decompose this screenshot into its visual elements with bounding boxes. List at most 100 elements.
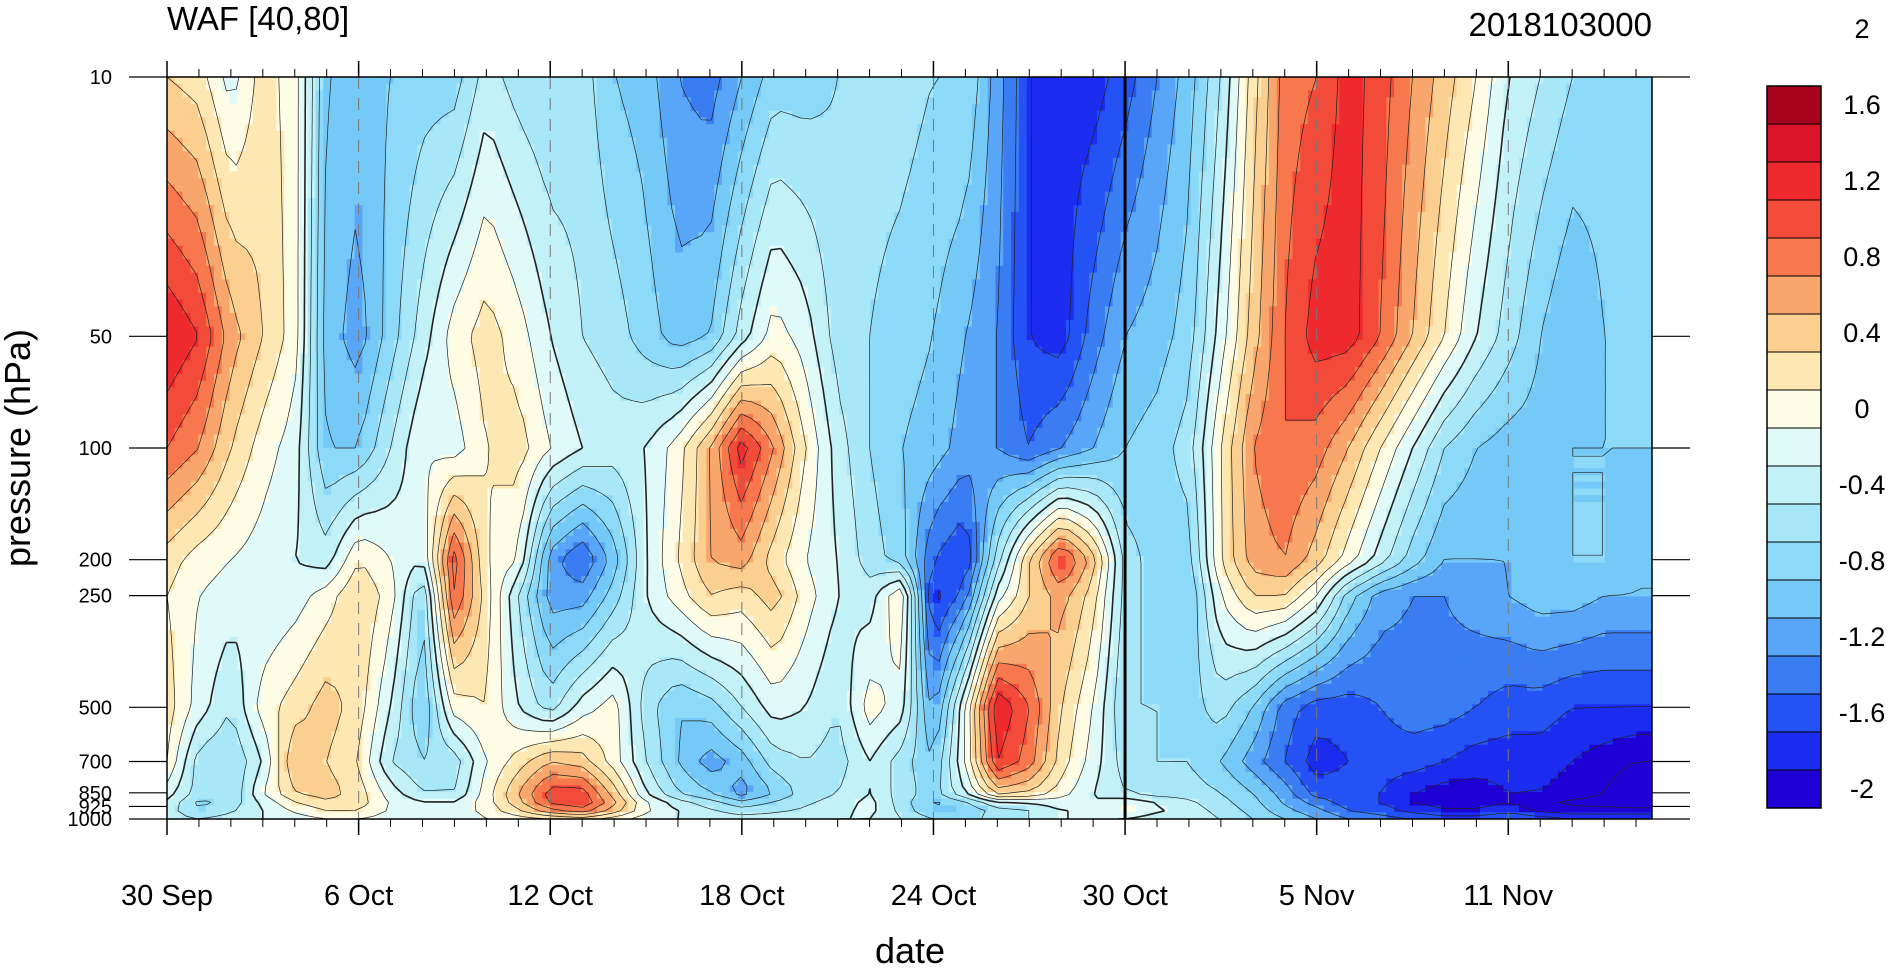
field-cell [190, 84, 198, 91]
field-cell [1136, 232, 1144, 239]
field-cell [206, 225, 214, 232]
field-cell [917, 205, 925, 212]
field-cell [269, 77, 277, 84]
field-cell [206, 124, 214, 131]
field-cell [183, 84, 191, 91]
field-cell [230, 178, 238, 185]
field-cell [573, 158, 581, 165]
field-cell [519, 77, 527, 84]
field-cell [1175, 219, 1183, 226]
field-cell [886, 178, 894, 185]
field-cell [1480, 84, 1488, 91]
field-cell [1308, 225, 1316, 232]
field-cell [1605, 246, 1613, 253]
field-cell [1183, 117, 1191, 124]
field-cell [605, 131, 613, 138]
field-cell [300, 185, 308, 192]
field-cell [339, 205, 347, 212]
field-cell [894, 246, 902, 253]
field-cell [1636, 97, 1644, 104]
field-cell [652, 104, 660, 111]
field-cell [1347, 239, 1355, 246]
field-cell [1418, 158, 1426, 165]
field-cell [933, 138, 941, 145]
field-cell [1136, 90, 1144, 97]
field-cell [433, 131, 441, 138]
field-cell [878, 138, 886, 145]
field-cell [769, 84, 777, 91]
field-cell [1605, 138, 1613, 145]
field-cell [534, 205, 542, 212]
field-cell [1582, 111, 1590, 118]
field-cell [198, 84, 206, 91]
field-cell [1113, 104, 1121, 111]
field-cell [1636, 219, 1644, 226]
field-cell [933, 171, 941, 178]
field-cell [519, 124, 527, 131]
field-cell [401, 124, 409, 131]
field-cell [386, 131, 394, 138]
field-cell [1292, 225, 1300, 232]
field-cell [1144, 239, 1152, 246]
field-cell [1629, 151, 1637, 158]
field-cell [863, 84, 871, 91]
field-cell [441, 138, 449, 145]
field-cell [323, 185, 331, 192]
field-cell [1292, 158, 1300, 165]
field-cell [198, 104, 206, 111]
field-cell [878, 171, 886, 178]
field-cell [1167, 205, 1175, 212]
field-cell [636, 246, 644, 253]
field-cell [214, 84, 222, 91]
field-cell [824, 77, 832, 84]
field-cell [1629, 178, 1637, 185]
field-cell [1183, 131, 1191, 138]
field-cell [1535, 185, 1543, 192]
field-cell [1300, 158, 1308, 165]
field-cell [1597, 205, 1605, 212]
field-cell [1167, 124, 1175, 131]
field-cell [1472, 192, 1480, 199]
field-cell [300, 138, 308, 145]
field-cell [1316, 111, 1324, 118]
field-cell [1535, 111, 1543, 118]
field-cell [292, 151, 300, 158]
field-cell [613, 111, 621, 118]
field-cell [597, 212, 605, 219]
field-cell [1066, 138, 1074, 145]
field-cell [1378, 117, 1386, 124]
field-cell [1175, 144, 1183, 151]
field-cell [628, 178, 636, 185]
field-cell [855, 212, 863, 219]
field-cell [1597, 131, 1605, 138]
field-cell [628, 239, 636, 246]
field-cell [1246, 144, 1254, 151]
field-cell [769, 192, 777, 199]
field-cell [1019, 117, 1027, 124]
field-cell [761, 219, 769, 226]
field-cell [1277, 246, 1285, 253]
field-cell [487, 104, 495, 111]
field-cell [1144, 219, 1152, 226]
field-cell [1574, 131, 1582, 138]
field-cell [1378, 212, 1386, 219]
field-cell [1019, 185, 1027, 192]
field-cell [1277, 165, 1285, 172]
field-cell [1058, 178, 1066, 185]
field-cell [245, 205, 253, 212]
field-cell [613, 205, 621, 212]
field-cell [1261, 225, 1269, 232]
field-cell [620, 124, 628, 131]
field-cell [1058, 138, 1066, 145]
field-cell [284, 84, 292, 91]
field-cell [1332, 165, 1340, 172]
field-cell [1066, 198, 1074, 205]
field-cell [1574, 111, 1582, 118]
field-cell [448, 192, 456, 199]
field-cell [1410, 212, 1418, 219]
field-cell [1339, 205, 1347, 212]
field-cell [683, 131, 691, 138]
field-cell [1527, 151, 1535, 158]
field-cell [1355, 90, 1363, 97]
field-cell [1097, 185, 1105, 192]
